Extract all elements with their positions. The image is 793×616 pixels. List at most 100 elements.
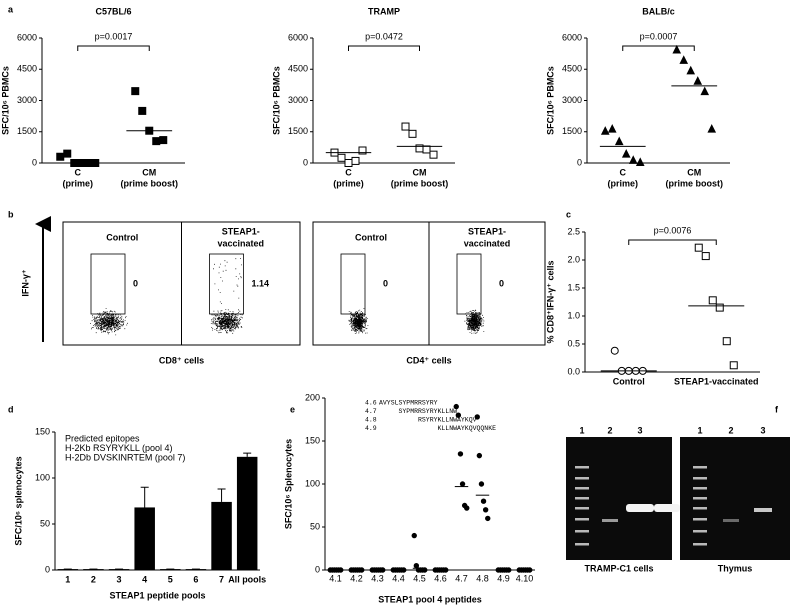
point <box>408 129 417 138</box>
x-tick-label: C <box>75 167 82 177</box>
peptide-id: 4.9 <box>365 425 377 432</box>
peptide-seq: SYPMRRSYRYKLLNW <box>399 408 458 415</box>
y-tick-label: 4500 <box>17 64 37 74</box>
group-caption: CD4⁺ cells <box>406 355 451 365</box>
point <box>686 65 696 75</box>
x-tick-note: (prime) <box>333 178 364 188</box>
gel-band <box>575 497 589 500</box>
point <box>344 159 353 167</box>
y-tick-label: 50 <box>40 518 50 528</box>
lane-label: 1 <box>697 425 702 435</box>
gel-band <box>693 497 707 500</box>
x-tick-note: (prime boost) <box>666 178 724 188</box>
point <box>693 76 703 85</box>
peptide-id: 4.8 <box>365 417 377 424</box>
sample-name: vaccinated <box>217 238 264 248</box>
gel-band <box>693 507 707 510</box>
gel-band <box>602 519 618 522</box>
gel-band <box>693 466 707 469</box>
point <box>694 243 703 252</box>
x-tick-label: C <box>345 167 352 177</box>
x-axis-label: STEAP1 pool 4 peptides <box>378 594 482 604</box>
x-tick-label: 1 <box>65 574 70 584</box>
y-axis-label: SFC/10⁶ splenocytes <box>13 456 23 545</box>
group-caption: CD8⁺ cells <box>159 355 204 365</box>
point <box>707 124 717 133</box>
point <box>635 157 645 166</box>
x-tick-label: 4.9 <box>497 573 510 583</box>
point <box>729 361 738 370</box>
panel-label: f <box>775 404 779 414</box>
y-tick-label: 0 <box>315 564 320 574</box>
point <box>607 124 617 133</box>
gate-value: 0 <box>383 278 388 288</box>
point <box>628 155 638 164</box>
x-tick-label: All pools <box>228 574 266 584</box>
x-tick-note: (prime boost) <box>391 178 449 188</box>
point <box>614 136 624 146</box>
lane-label: 2 <box>607 425 612 435</box>
lane-label: 3 <box>760 425 765 435</box>
p-value: p=0.0017 <box>95 31 133 41</box>
y-tick-label: 0.5 <box>567 338 580 348</box>
gate <box>456 253 482 315</box>
error-bar <box>217 488 226 502</box>
point <box>138 106 147 115</box>
point <box>453 403 459 410</box>
point <box>700 86 710 96</box>
peptide-id: 4.6 <box>365 400 377 407</box>
gel-caption: Thymus <box>718 563 753 573</box>
flow-events <box>348 308 369 334</box>
sample-name: STEAP1- <box>222 226 260 236</box>
x-tick-label: 2 <box>91 574 96 584</box>
point <box>715 303 724 312</box>
x-tick-label: STEAP1-vaccinated <box>674 376 759 386</box>
gate-value: 0 <box>499 278 504 288</box>
peptide-id: 4.7 <box>365 408 377 415</box>
x-tick-label: C <box>620 167 627 177</box>
point <box>337 153 346 162</box>
p-value: p=0.0076 <box>654 225 692 235</box>
point <box>56 152 65 161</box>
point <box>621 149 631 158</box>
gel-band <box>575 466 589 469</box>
gel-band <box>723 519 739 522</box>
gel-band <box>693 530 707 533</box>
x-tick-note: (prime) <box>62 178 93 188</box>
y-tick-label: 3000 <box>288 95 308 105</box>
y-tick-label: 1.5 <box>567 282 580 292</box>
gel-band <box>575 507 589 510</box>
x-tick-label: CM <box>142 167 156 177</box>
point <box>474 414 480 420</box>
bar <box>134 507 155 570</box>
point <box>429 150 438 159</box>
point <box>610 346 619 355</box>
significance-bracket <box>628 239 717 245</box>
y-tick-label: 6000 <box>17 32 37 42</box>
gel-band <box>654 504 680 512</box>
gel-band <box>754 508 772 512</box>
x-tick-label: 4.4 <box>392 573 405 583</box>
gel-band <box>626 504 654 512</box>
sample-name: Control <box>106 232 138 242</box>
bar <box>211 501 232 570</box>
y-tick-label: 150 <box>35 426 50 436</box>
point <box>600 126 610 135</box>
peptide-seq: RSYRYKLLNWAYKQV <box>418 417 477 424</box>
gel-band <box>575 543 589 546</box>
gate <box>340 253 366 315</box>
gel-band <box>693 543 707 546</box>
annotation: Predicted epitopes <box>65 433 140 443</box>
flow-events <box>464 309 485 334</box>
error-bar <box>140 486 149 508</box>
y-tick-label: 2.0 <box>567 254 580 264</box>
peptide-seq: KLLNWAYKQVQQNKE <box>438 425 497 432</box>
point <box>351 156 360 165</box>
panel-label: d <box>8 404 14 414</box>
point <box>411 532 417 539</box>
point <box>478 481 485 487</box>
point <box>459 481 466 487</box>
point <box>422 145 431 154</box>
annotation: H-2Db DVSKINRTEM (pool 7) <box>65 452 185 462</box>
